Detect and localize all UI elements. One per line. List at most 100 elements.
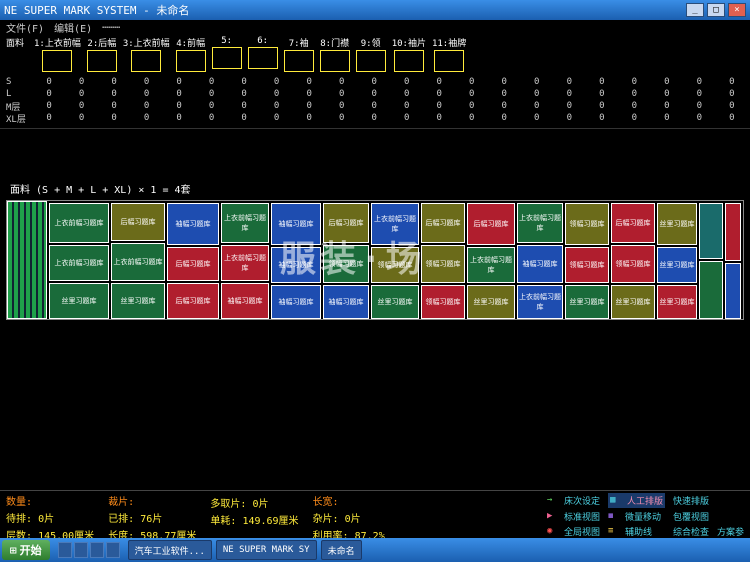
qty-cell[interactable]: 0 xyxy=(134,101,159,111)
menu-more[interactable]: ……… xyxy=(102,20,120,34)
qty-cell[interactable]: 0 xyxy=(427,77,452,87)
qty-cell[interactable]: 0 xyxy=(492,101,517,111)
qty-cell[interactable]: 0 xyxy=(167,101,192,111)
qty-cell[interactable]: 0 xyxy=(655,113,680,123)
qty-cell[interactable]: 0 xyxy=(102,101,127,111)
qty-cell[interactable]: 0 xyxy=(655,101,680,111)
pattern-piece[interactable]: 后幅习题库 xyxy=(421,203,465,243)
pattern-piece[interactable]: 袖幅习题库 xyxy=(323,285,369,319)
close-button[interactable]: × xyxy=(728,3,746,17)
pattern-piece[interactable]: 丝里习题库 xyxy=(611,285,655,319)
qty-cell[interactable]: 0 xyxy=(102,77,127,87)
pattern-piece[interactable]: 领幅习题库 xyxy=(421,245,465,283)
pattern-piece[interactable]: 后幅习题库 xyxy=(167,283,219,319)
taskbar-button[interactable]: NE SUPER MARK SY xyxy=(216,540,317,560)
piece-shape[interactable] xyxy=(87,50,117,72)
qty-cell[interactable]: 0 xyxy=(525,101,550,111)
qty-cell[interactable]: 0 xyxy=(525,77,550,87)
pattern-piece[interactable]: 丝里习题库 xyxy=(657,203,697,245)
qty-cell[interactable]: 0 xyxy=(134,113,159,123)
ql-icon[interactable] xyxy=(90,542,104,558)
qty-cell[interactable]: 0 xyxy=(492,89,517,99)
qty-cell[interactable]: 0 xyxy=(622,101,647,111)
pattern-piece[interactable]: 领幅习题库 xyxy=(421,285,465,319)
qty-cell[interactable]: 0 xyxy=(362,113,387,123)
pattern-piece[interactable]: 上衣前幅习题库 xyxy=(49,245,109,281)
qty-cell[interactable]: 0 xyxy=(622,113,647,123)
piece-shape[interactable] xyxy=(320,50,350,72)
qty-cell[interactable]: 0 xyxy=(525,89,550,99)
pattern-piece[interactable] xyxy=(699,261,723,319)
pattern-piece[interactable]: 上衣前幅习题库 xyxy=(49,203,109,243)
pattern-piece[interactable] xyxy=(725,203,741,261)
qty-cell[interactable]: 0 xyxy=(37,101,62,111)
qty-cell[interactable]: 0 xyxy=(199,77,224,87)
qty-cell[interactable]: 0 xyxy=(525,113,550,123)
taskbar-button[interactable]: 未命名 xyxy=(321,540,362,560)
pattern-piece[interactable]: 领幅习题库 xyxy=(565,203,609,245)
qty-cell[interactable]: 0 xyxy=(102,89,127,99)
pattern-piece[interactable]: 上衣前幅习题库 xyxy=(467,247,515,283)
qty-cell[interactable]: 0 xyxy=(720,89,745,99)
pattern-piece[interactable]: 后幅习题库 xyxy=(111,203,165,241)
qty-cell[interactable]: 0 xyxy=(167,89,192,99)
taskbar-button[interactable]: 汽车工业软件... xyxy=(128,540,212,560)
qty-cell[interactable]: 0 xyxy=(590,77,615,87)
ql-icon[interactable] xyxy=(74,542,88,558)
qty-cell[interactable]: 0 xyxy=(69,89,94,99)
qty-cell[interactable]: 0 xyxy=(167,77,192,87)
qty-cell[interactable]: 0 xyxy=(720,77,745,87)
piece-shape[interactable] xyxy=(356,50,386,72)
qty-cell[interactable]: 0 xyxy=(557,77,582,87)
qty-cell[interactable]: 0 xyxy=(134,77,159,87)
qty-cell[interactable]: 0 xyxy=(362,101,387,111)
qty-cell[interactable]: 0 xyxy=(37,89,62,99)
qty-cell[interactable]: 0 xyxy=(720,113,745,123)
qty-cell[interactable]: 0 xyxy=(590,101,615,111)
piece-shape[interactable] xyxy=(434,50,464,72)
tool-button[interactable]: ◼微量移动 xyxy=(608,510,665,523)
pattern-piece[interactable]: 丝里习题库 xyxy=(565,285,609,319)
qty-cell[interactable]: 0 xyxy=(199,113,224,123)
qty-cell[interactable]: 0 xyxy=(232,101,257,111)
qty-cell[interactable]: 0 xyxy=(329,101,354,111)
pattern-piece[interactable]: 上衣前幅习题库 xyxy=(517,285,563,319)
pattern-piece[interactable]: 后幅习题库 xyxy=(323,203,369,243)
qty-cell[interactable]: 0 xyxy=(590,89,615,99)
pattern-piece[interactable]: 上衣前幅习题库 xyxy=(111,243,165,281)
qty-cell[interactable]: 0 xyxy=(329,77,354,87)
qty-cell[interactable]: 0 xyxy=(459,89,484,99)
pattern-piece[interactable]: 上衣前幅习题库 xyxy=(371,203,419,245)
menu-file[interactable]: 文件(F) xyxy=(6,20,44,34)
qty-cell[interactable]: 0 xyxy=(134,89,159,99)
qty-cell[interactable]: 0 xyxy=(362,77,387,87)
pattern-piece[interactable]: 丝里习题库 xyxy=(657,247,697,283)
tool-button[interactable]: 快速排版 xyxy=(673,494,709,507)
qty-cell[interactable]: 0 xyxy=(297,77,322,87)
qty-cell[interactable]: 0 xyxy=(557,101,582,111)
piece-shape[interactable] xyxy=(131,50,161,72)
start-button[interactable]: ⊞开始 xyxy=(2,540,50,560)
maximize-button[interactable]: □ xyxy=(707,3,725,17)
pattern-piece[interactable]: 袖幅习题库 xyxy=(167,203,219,245)
piece-shape[interactable] xyxy=(176,50,206,72)
piece-shape[interactable] xyxy=(248,47,278,69)
tool-button[interactable]: →床次设定 xyxy=(547,494,600,507)
qty-cell[interactable]: 0 xyxy=(687,77,712,87)
qty-cell[interactable]: 0 xyxy=(720,101,745,111)
qty-cell[interactable]: 0 xyxy=(557,89,582,99)
pattern-piece[interactable]: 袖幅习题库 xyxy=(271,203,321,245)
pattern-piece[interactable] xyxy=(725,263,741,319)
ql-icon[interactable] xyxy=(106,542,120,558)
qty-cell[interactable]: 0 xyxy=(199,101,224,111)
tool-button[interactable]: 包覆视图 xyxy=(673,510,709,523)
qty-cell[interactable]: 0 xyxy=(264,113,289,123)
ql-icon[interactable] xyxy=(58,542,72,558)
tool-button[interactable]: ▦人工排版 xyxy=(608,493,665,508)
pattern-piece[interactable]: 领幅习题库 xyxy=(611,245,655,283)
pattern-piece[interactable]: 领幅习题库 xyxy=(323,245,369,283)
pattern-piece[interactable]: 上衣前幅习题库 xyxy=(517,203,563,243)
qty-cell[interactable]: 0 xyxy=(69,77,94,87)
qty-cell[interactable]: 0 xyxy=(102,113,127,123)
qty-cell[interactable]: 0 xyxy=(69,101,94,111)
